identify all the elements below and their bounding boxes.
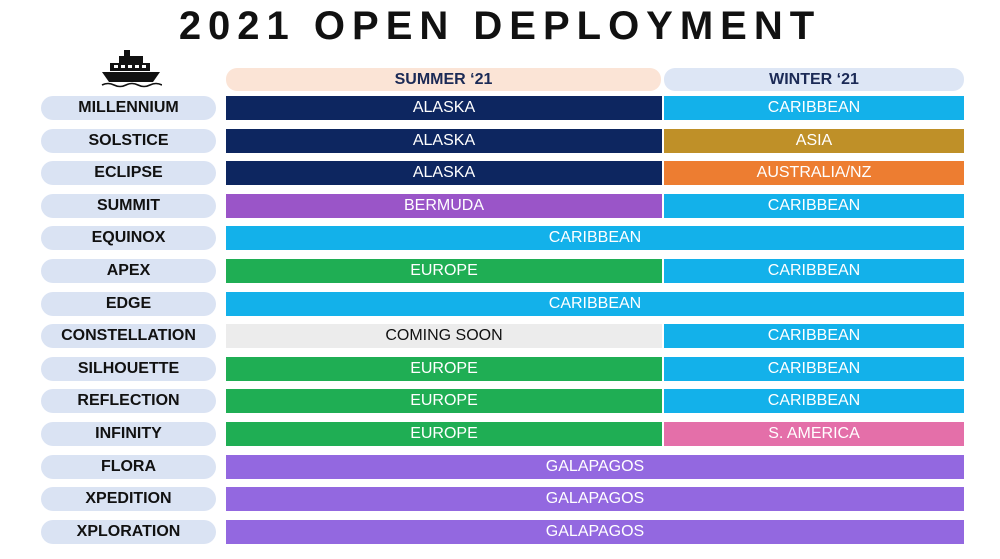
reflection-summer-deployment: EUROPE bbox=[226, 389, 662, 413]
infinity-winter-deployment: S. AMERICA bbox=[664, 422, 964, 446]
solstice-winter-deployment: ASIA bbox=[664, 129, 964, 153]
ship-label-silhouette: SILHOUETTE bbox=[41, 357, 216, 381]
ship-label-xpedition: XPEDITION bbox=[41, 487, 216, 511]
summit-winter-deployment: CARIBBEAN bbox=[664, 194, 964, 218]
solstice-summer-deployment: ALASKA bbox=[226, 129, 662, 153]
silhouette-summer-deployment: EUROPE bbox=[226, 357, 662, 381]
ship-label-summit: SUMMIT bbox=[41, 194, 216, 218]
ship-label-eclipse: ECLIPSE bbox=[41, 161, 216, 185]
millennium-summer-deployment: ALASKA bbox=[226, 96, 662, 120]
infinity-summer-deployment: EUROPE bbox=[226, 422, 662, 446]
ship-label-solstice: SOLSTICE bbox=[41, 129, 216, 153]
ship-label-apex: APEX bbox=[41, 259, 216, 283]
constellation-winter-deployment: CARIBBEAN bbox=[664, 324, 964, 348]
ship-label-millennium: MILLENNIUM bbox=[41, 96, 216, 120]
equinox-year-deployment: CARIBBEAN bbox=[226, 226, 964, 250]
apex-summer-deployment: EUROPE bbox=[226, 259, 662, 283]
eclipse-winter-deployment: AUSTRALIA/NZ bbox=[664, 161, 964, 185]
xpedition-year-deployment: GALAPAGOS bbox=[226, 487, 964, 511]
reflection-winter-deployment: CARIBBEAN bbox=[664, 389, 964, 413]
millennium-winter-deployment: CARIBBEAN bbox=[664, 96, 964, 120]
ship-label-flora: FLORA bbox=[41, 455, 216, 479]
ship-label-equinox: EQUINOX bbox=[41, 226, 216, 250]
summer-season-header: SUMMER ‘21 bbox=[226, 68, 661, 91]
winter-season-header: WINTER ‘21 bbox=[664, 68, 964, 91]
cruise-ship-icon bbox=[101, 50, 162, 88]
silhouette-winter-deployment: CARIBBEAN bbox=[664, 357, 964, 381]
constellation-summer-deployment: COMING SOON bbox=[226, 324, 662, 348]
xploration-year-deployment: GALAPAGOS bbox=[226, 520, 964, 544]
page-title: 2021 OPEN DEPLOYMENT bbox=[178, 4, 822, 48]
flora-year-deployment: GALAPAGOS bbox=[226, 455, 964, 479]
ship-label-edge: EDGE bbox=[41, 292, 216, 316]
ship-label-infinity: INFINITY bbox=[41, 422, 216, 446]
summit-summer-deployment: BERMUDA bbox=[226, 194, 662, 218]
ship-label-reflection: REFLECTION bbox=[41, 389, 216, 413]
ship-label-constellation: CONSTELLATION bbox=[41, 324, 216, 348]
edge-year-deployment: CARIBBEAN bbox=[226, 292, 964, 316]
apex-winter-deployment: CARIBBEAN bbox=[664, 259, 964, 283]
eclipse-summer-deployment: ALASKA bbox=[226, 161, 662, 185]
ship-label-xploration: XPLORATION bbox=[41, 520, 216, 544]
